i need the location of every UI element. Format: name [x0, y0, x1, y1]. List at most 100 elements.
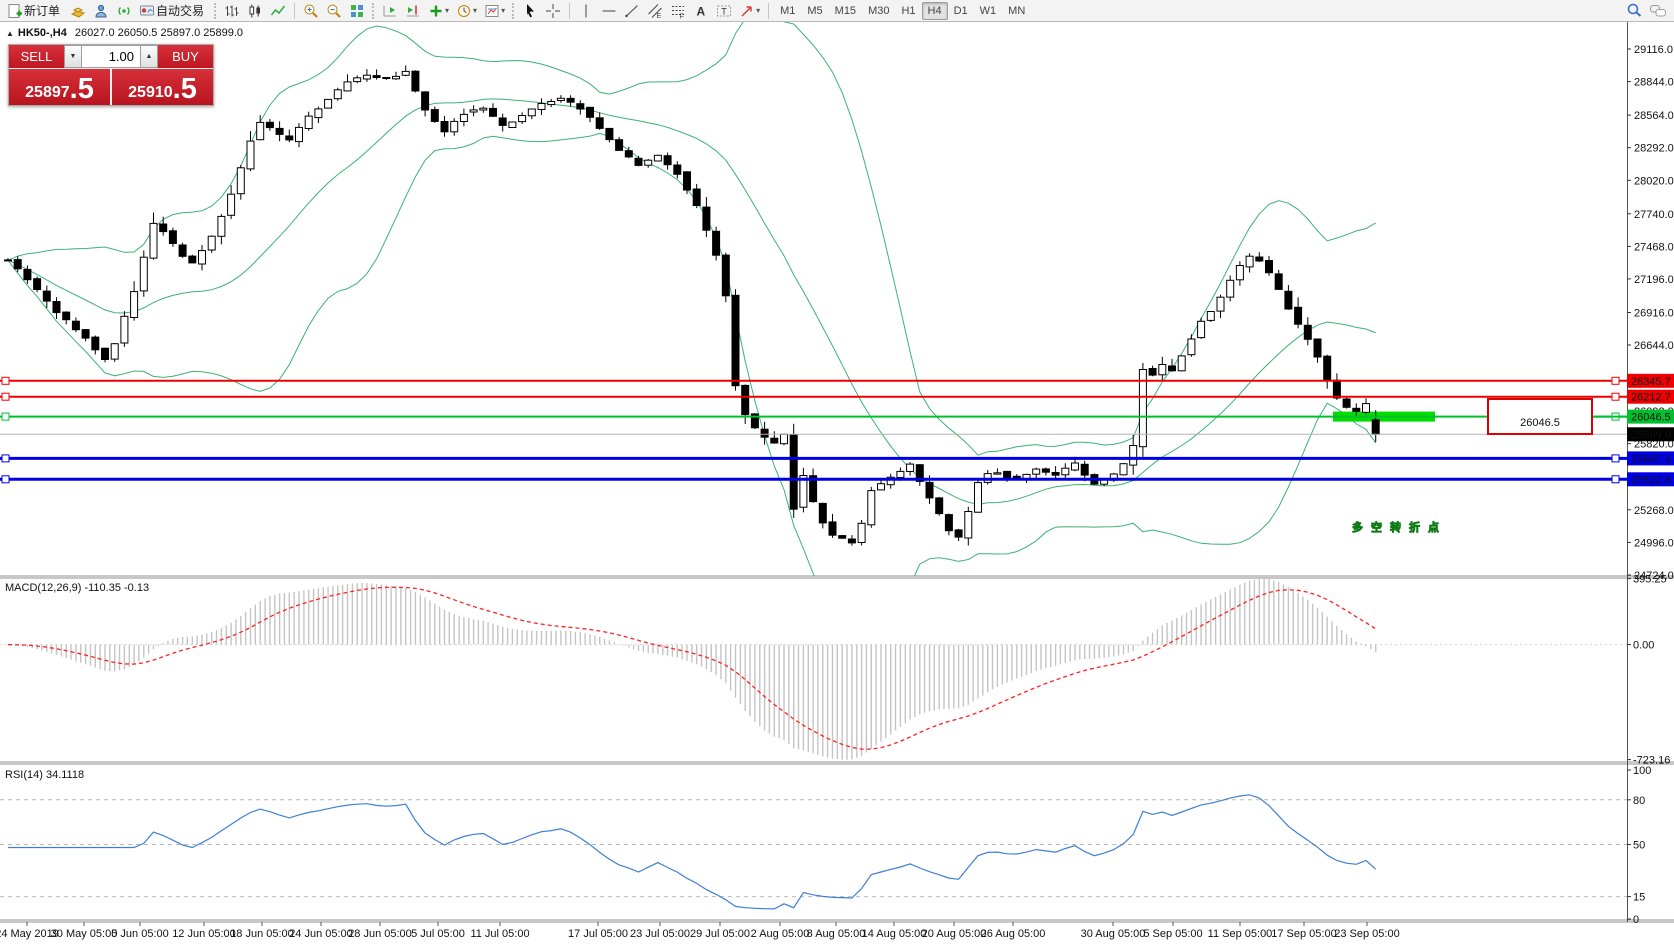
zoom-in-button[interactable]: [300, 1, 322, 21]
svg-text:25268.0: 25268.0: [1634, 505, 1674, 517]
auto-trading-button[interactable]: 自动交易: [136, 1, 210, 21]
profile-button[interactable]: [90, 1, 112, 21]
vertical-line-tool-button[interactable]: [575, 1, 597, 21]
candle: [1265, 260, 1273, 274]
crosshair-tool-button[interactable]: [542, 1, 564, 21]
candle-chart-mode-button[interactable]: [244, 1, 266, 21]
sell-button[interactable]: SELL: [9, 45, 64, 68]
volume-increase-button[interactable]: ▲: [140, 45, 158, 68]
arrows-tool-button[interactable]: ▾: [736, 1, 763, 21]
templates-button[interactable]: ▾: [481, 1, 508, 21]
horizontal-line-tool-button[interactable]: [598, 1, 620, 21]
svg-text:-723.16: -723.16: [1633, 755, 1670, 767]
tf-w1-button[interactable]: W1: [979, 4, 997, 17]
candle: [236, 167, 245, 195]
svg-text:18 Jun 05:00: 18 Jun 05:00: [230, 928, 294, 940]
price-callout[interactable]: 26046.5: [1487, 398, 1627, 435]
buy-button[interactable]: BUY: [158, 45, 213, 68]
candle: [411, 70, 420, 92]
search-button[interactable]: [1623, 1, 1646, 21]
candle: [1303, 324, 1312, 340]
candle: [91, 336, 100, 351]
volume-input[interactable]: [82, 45, 140, 68]
trendline-tool-button[interactable]: [621, 1, 643, 21]
horizontal-level-line[interactable]: [0, 392, 1627, 401]
add-indicator-button[interactable]: ▾: [425, 1, 452, 21]
zoom-out-button[interactable]: [323, 1, 345, 21]
line-handle: [1, 475, 10, 484]
candle: [1071, 462, 1079, 471]
candle: [333, 89, 342, 100]
periods-button[interactable]: ▾: [453, 1, 480, 21]
price-axis-badge: 25697.4: [1627, 451, 1674, 466]
toolbar-separator: [569, 2, 571, 19]
text-label-icon: T: [717, 5, 732, 16]
chevron-down-icon: ▾: [445, 6, 450, 15]
candle: [1148, 368, 1157, 376]
candle: [246, 140, 255, 170]
line-chart-mode-button[interactable]: [267, 1, 289, 21]
text-tool-button[interactable]: A: [690, 1, 712, 21]
tf-h4-button[interactable]: H4: [921, 1, 948, 20]
cursor-tool-button[interactable]: [519, 1, 541, 21]
equidistant-channel-icon: E: [648, 3, 662, 19]
candle: [401, 70, 410, 76]
sell-price-main: 25897: [25, 84, 70, 101]
candle: [867, 490, 876, 526]
candle: [188, 255, 197, 264]
tf-m5-button[interactable]: M5: [807, 4, 823, 17]
tf-mn-button[interactable]: MN: [1008, 4, 1026, 17]
bb-upper: [7, 22, 1376, 456]
candles: [4, 65, 1380, 546]
tile-windows-button[interactable]: [346, 1, 368, 21]
chat-button[interactable]: [1646, 1, 1670, 21]
horizontal-level-line[interactable]: [0, 454, 1627, 463]
horizontal-level-line[interactable]: [0, 475, 1627, 484]
tf-m30-button[interactable]: M30: [868, 4, 890, 17]
price-axis-badge: 26046.5: [1627, 409, 1674, 424]
new-order-button[interactable]: 新订单: [4, 1, 66, 21]
volume-decrease-button[interactable]: ▼: [64, 45, 82, 68]
candle: [1284, 290, 1293, 310]
candle: [227, 193, 236, 216]
bar-chart-mode-button[interactable]: [221, 1, 243, 21]
tf-d1-button[interactable]: D1: [953, 4, 968, 17]
candle: [799, 475, 808, 508]
rsi-level-lines: [0, 799, 1627, 898]
candle: [1206, 311, 1215, 321]
svg-text:F: F: [680, 13, 684, 19]
chart-shift-button[interactable]: [402, 1, 424, 21]
svg-text:80: 80: [1633, 795, 1645, 807]
tile-windows-icon: [351, 4, 364, 17]
channel-tool-button[interactable]: E: [644, 1, 666, 21]
candle: [217, 215, 226, 237]
candle: [1255, 256, 1264, 262]
candle: [886, 476, 895, 486]
candle: [605, 127, 614, 141]
text-label-tool-button[interactable]: T: [713, 1, 735, 21]
candle: [683, 171, 691, 191]
candle: [159, 223, 168, 233]
market-depth-button[interactable]: [67, 1, 89, 21]
svg-text:395.25: 395.25: [1633, 574, 1667, 586]
line-handle: [1, 392, 10, 401]
line-handle: [1611, 392, 1620, 401]
candle: [33, 278, 42, 291]
sell-price-button[interactable]: 25897.5: [9, 69, 110, 105]
new-order-icon: [8, 3, 22, 18]
tf-h1-button[interactable]: H1: [901, 4, 916, 17]
auto-scroll-button[interactable]: [379, 1, 401, 21]
tf-m15-button[interactable]: M15: [834, 4, 857, 17]
candle: [964, 511, 973, 539]
fibonacci-tool-button[interactable]: F: [667, 1, 689, 21]
price-axis-badge: 25899.0: [1627, 427, 1674, 442]
line-handle: [1, 376, 10, 385]
svg-text:25820.0: 25820.0: [1634, 439, 1674, 451]
svg-text:11 Jul 05:00: 11 Jul 05:00: [470, 928, 529, 940]
tf-m1-button[interactable]: M1: [780, 4, 796, 17]
candle: [1245, 255, 1254, 268]
signals-button[interactable]: [113, 1, 135, 21]
horizontal-level-line[interactable]: [0, 376, 1627, 385]
buy-price-button[interactable]: 25910.5: [112, 69, 213, 105]
candle: [1041, 468, 1050, 473]
